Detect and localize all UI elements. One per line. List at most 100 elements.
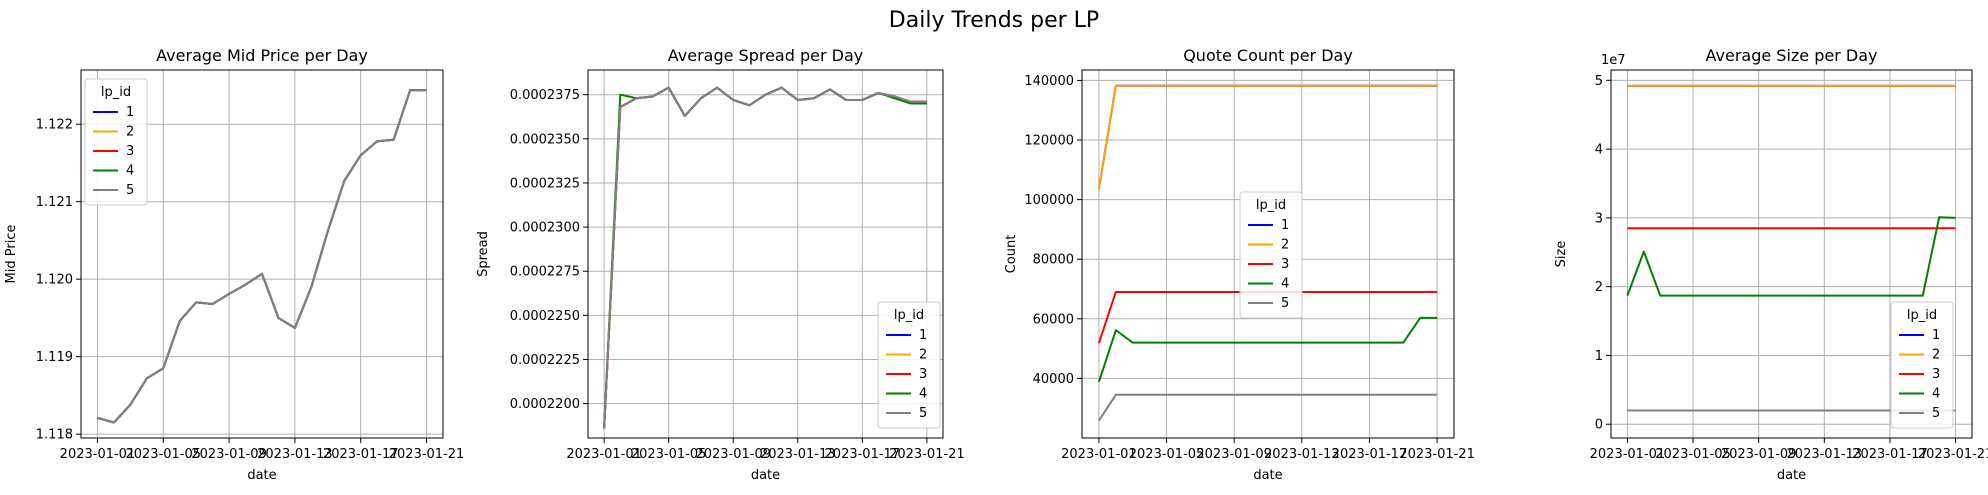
panel-title: Quote Count per Day: [1183, 46, 1353, 65]
y-tick-label: 0.0002200: [510, 397, 580, 412]
y-tick-label: 40000: [1033, 372, 1074, 387]
x-tick-label: 2023-01-13: [257, 447, 333, 462]
x-tick-label: 2023-01-01: [566, 447, 642, 462]
series-line-lp-5: [603, 86, 927, 429]
figure-title: Daily Trends per LP: [889, 8, 1099, 33]
y-tick-label: 0.0002250: [510, 309, 580, 324]
y-tick-label: 100000: [1024, 193, 1074, 208]
panel-1: 2023-01-012023-01-052023-01-092023-01-13…: [4, 46, 464, 483]
y-tick-label: 1.122: [36, 118, 73, 133]
series-lines: [603, 86, 927, 429]
x-tick-label: 2023-01-17: [323, 447, 399, 462]
legend-label-lp-3: 3: [919, 367, 927, 382]
series-line-lp-4: [1097, 316, 1438, 383]
y-tick-label: 0.0002325: [510, 176, 580, 191]
x-tick-label: 2023-01-21: [1399, 447, 1475, 462]
legend-label-lp-3: 3: [1281, 257, 1289, 272]
legend-label-lp-1: 1: [1932, 328, 1940, 343]
y-axis-label: Size: [1554, 241, 1569, 268]
legend-box: [84, 78, 148, 206]
panel-2: 2023-01-012023-01-052023-01-092023-01-13…: [476, 46, 965, 483]
legend: lp_id 1 2 3 4 5: [1890, 301, 1954, 429]
y-tick-label: 120000: [1024, 134, 1074, 149]
legend-label-lp-3: 3: [126, 144, 134, 159]
legend-label-lp-1: 1: [1281, 218, 1289, 233]
legend-label-lp-4: 4: [1281, 277, 1289, 292]
x-tick-label: 2023-01-17: [1852, 447, 1928, 462]
panel-4: 2023-01-012023-01-052023-01-092023-01-13…: [1554, 46, 1988, 483]
x-tick-label: 2023-01-13: [760, 447, 836, 462]
x-tick-label: 2023-01-01: [1061, 447, 1137, 462]
x-tick-label: 2023-01-09: [695, 447, 771, 462]
x-axis-label: date: [247, 468, 276, 483]
legend-label-lp-1: 1: [126, 105, 134, 120]
x-tick-label: 2023-01-21: [1918, 447, 1988, 462]
y-tick-label: 1.119: [36, 350, 73, 365]
y-tick-label: 5: [1595, 74, 1603, 89]
x-tick-label: 2023-01-17: [1332, 447, 1408, 462]
axes-frame: [1610, 69, 1973, 439]
legend: lp_id 1 2 3 4 5: [84, 78, 148, 206]
legend-label-lp-2: 2: [126, 125, 134, 140]
y-tick-label: 1: [1595, 349, 1603, 364]
series-line-lp-2: [1097, 84, 1438, 190]
x-tick-label: 2023-01-05: [631, 447, 707, 462]
legend-label-lp-4: 4: [919, 387, 927, 402]
panels: 2023-01-012023-01-052023-01-092023-01-13…: [4, 46, 1988, 483]
y-tick-label: 0.0002275: [510, 265, 580, 280]
legend-title: lp_id: [894, 308, 924, 323]
legend-box: [1239, 191, 1303, 319]
x-tick-label: 2023-01-13: [1787, 447, 1863, 462]
x-axis-label: date: [751, 468, 780, 483]
x-tick-label: 2023-01-09: [191, 447, 267, 462]
y-tick-label: 2: [1595, 280, 1603, 295]
x-tick-label: 2023-01-17: [825, 447, 901, 462]
y-tick-label: 80000: [1033, 253, 1074, 268]
legend-label-lp-5: 5: [1281, 296, 1289, 311]
legend-label-lp-4: 4: [126, 164, 134, 179]
legend-label-lp-1: 1: [919, 328, 927, 343]
legend-box: [877, 301, 941, 429]
panel-title: Average Spread per Day: [668, 46, 863, 65]
legend-label-lp-5: 5: [1932, 406, 1940, 421]
legend-title: lp_id: [1907, 308, 1937, 323]
y-tick-label: 3: [1595, 211, 1603, 226]
series-lines: [97, 89, 427, 424]
panel-title: Average Size per Day: [1706, 46, 1878, 65]
legend-title: lp_id: [101, 85, 131, 100]
x-axis-label: date: [1777, 468, 1806, 483]
legend: lp_id 1 2 3 4 5: [1239, 191, 1303, 319]
grid: [1082, 70, 1454, 438]
legend-label-lp-5: 5: [126, 183, 134, 198]
y-axis-label: Mid Price: [4, 225, 19, 284]
x-axis-label: date: [1253, 468, 1282, 483]
y-tick-label: 1.121: [36, 195, 73, 210]
x-tick-label: 2023-01-05: [125, 447, 201, 462]
y-tick-label: 140000: [1024, 74, 1074, 89]
y-tick-label: 0: [1595, 418, 1603, 433]
y-tick-label: 1.120: [36, 273, 73, 288]
x-tick-label: 2023-01-09: [1721, 447, 1797, 462]
axes-frame: [587, 69, 944, 439]
x-tick-label: 2023-01-05: [1655, 447, 1731, 462]
y-tick-label: 0.0002375: [510, 88, 580, 103]
y-tick-label: 4: [1595, 143, 1603, 158]
x-tick-label: 2023-01-09: [1196, 447, 1272, 462]
legend-title: lp_id: [1256, 198, 1286, 213]
y-tick-label: 0.0002350: [510, 132, 580, 147]
panel-3: 2023-01-012023-01-052023-01-092023-01-13…: [1004, 46, 1475, 483]
panel-title: Average Mid Price per Day: [156, 46, 368, 65]
axes-frame: [1081, 69, 1455, 439]
series-line-lp-4: [1626, 216, 1956, 297]
y-tick-label: 0.0002300: [510, 221, 580, 236]
legend-label-lp-2: 2: [1281, 238, 1289, 253]
legend: lp_id 1 2 3 4 5: [877, 301, 941, 429]
legend-label-lp-2: 2: [919, 348, 927, 363]
y-tick-label: 60000: [1033, 312, 1074, 327]
series-line-lp-5: [97, 89, 427, 424]
x-tick-label: 2023-01-13: [1264, 447, 1340, 462]
legend-label-lp-3: 3: [1932, 367, 1940, 382]
grid: [1611, 70, 1972, 438]
